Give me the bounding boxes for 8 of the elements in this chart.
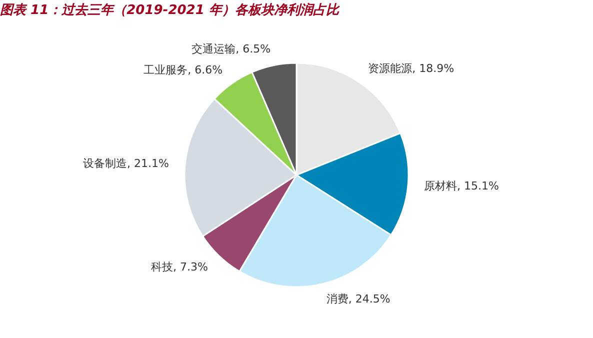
slice-label: 工业服务, 6.6% (144, 64, 223, 77)
slice-label: 科技, 7.3% (151, 260, 208, 274)
slice-label: 原材料, 15.1% (424, 180, 499, 193)
chart-title: 图表 11：过去三年（2019-2021 年）各板块净利润占比 (0, 2, 340, 18)
slice-label: 资源能源, 18.9% (368, 62, 454, 75)
slice-label: 交通运输, 6.5% (192, 42, 271, 56)
slice-label: 设备制造, 21.1% (83, 157, 169, 170)
slice-label: 消费, 24.5% (326, 292, 390, 306)
